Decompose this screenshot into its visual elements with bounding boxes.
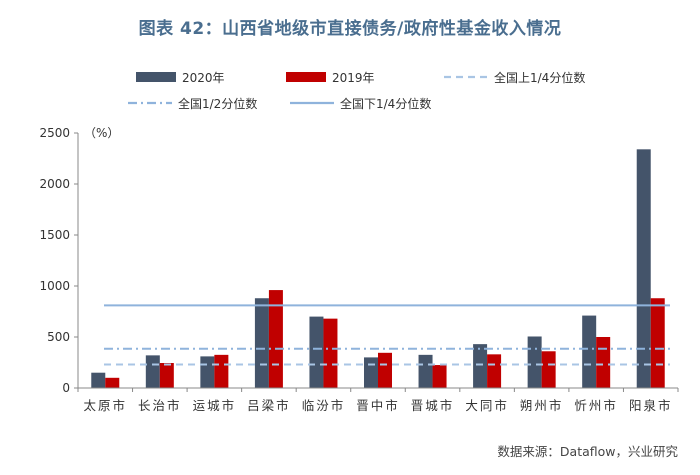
legend-swatch-2020 bbox=[136, 72, 176, 82]
x-category-label: 朔州市 bbox=[520, 398, 564, 413]
y-axis: 0 500 1000 1500 2000 2500 bbox=[39, 126, 79, 395]
chart-title: 图表 42：山西省地级市直接债务/政府性基金收入情况 bbox=[138, 19, 562, 39]
bar-2020 bbox=[418, 354, 433, 388]
x-category-label: 晋中市 bbox=[356, 398, 400, 413]
x-category-label: 太原市 bbox=[84, 398, 128, 413]
bar-2020 bbox=[309, 316, 324, 388]
bar-2019 bbox=[323, 318, 338, 388]
reference-lines bbox=[104, 304, 670, 366]
bar-2019 bbox=[159, 363, 174, 388]
legend-label-lower-quartile: 全国下1/4分位数 bbox=[340, 96, 431, 111]
legend-label-upper-quartile: 全国上1/4分位数 bbox=[494, 70, 585, 85]
bar-2019 bbox=[214, 354, 229, 388]
bar-2019 bbox=[432, 365, 447, 388]
x-category-label: 长治市 bbox=[138, 398, 182, 413]
x-category-label: 运城市 bbox=[193, 398, 237, 413]
x-axis: 太原市 长治市 运城市 吕梁市 临汾市 晋中市 晋城市 大同市 朔州市 忻州市 阳泉市 bbox=[77, 387, 679, 413]
bar-2020 bbox=[636, 149, 651, 388]
bar-2019 bbox=[487, 354, 502, 388]
x-category-label: 大同市 bbox=[465, 398, 509, 413]
bar-2020 bbox=[145, 355, 160, 388]
legend-label-median: 全国1/2分位数 bbox=[178, 96, 257, 111]
x-category-label: 临汾市 bbox=[302, 398, 346, 413]
bar-2020 bbox=[200, 356, 215, 388]
legend-label-2020: 2020年 bbox=[182, 71, 225, 85]
y-tick-label: 1500 bbox=[39, 228, 70, 242]
bar-2019 bbox=[541, 351, 556, 388]
bar-2019 bbox=[596, 337, 611, 388]
x-category-label: 阳泉市 bbox=[629, 398, 673, 413]
bars bbox=[91, 149, 665, 388]
source-note: 数据来源：Dataflow，兴业研究 bbox=[497, 444, 678, 459]
y-tick-label: 2000 bbox=[39, 177, 70, 191]
y-tick-label: 500 bbox=[47, 330, 70, 344]
legend-label-2019: 2019年 bbox=[332, 71, 375, 85]
y-unit-label: （%） bbox=[84, 126, 119, 140]
y-tick-label: 0 bbox=[62, 381, 70, 395]
bar-2019 bbox=[105, 377, 120, 388]
x-category-label: 忻州市 bbox=[574, 398, 618, 413]
bar-2020 bbox=[91, 372, 106, 388]
bar-2020 bbox=[582, 315, 597, 388]
legend: 2020年 2019年 全国上1/4分位数 全国1/2分位数 全国下1/4分位数 bbox=[128, 70, 585, 111]
bar-2020 bbox=[527, 336, 542, 388]
bar-2020 bbox=[473, 344, 488, 388]
bar-2019 bbox=[378, 352, 392, 388]
x-category-label: 晋城市 bbox=[411, 398, 455, 413]
y-tick-label: 2500 bbox=[39, 126, 70, 140]
bar-2020 bbox=[364, 357, 378, 388]
x-category-label: 吕梁市 bbox=[247, 398, 291, 413]
legend-swatch-2019 bbox=[286, 72, 326, 82]
y-tick-label: 1000 bbox=[39, 279, 70, 293]
bar-2019 bbox=[268, 290, 283, 388]
bar-2019 bbox=[650, 298, 665, 388]
bar-2020 bbox=[254, 298, 269, 388]
